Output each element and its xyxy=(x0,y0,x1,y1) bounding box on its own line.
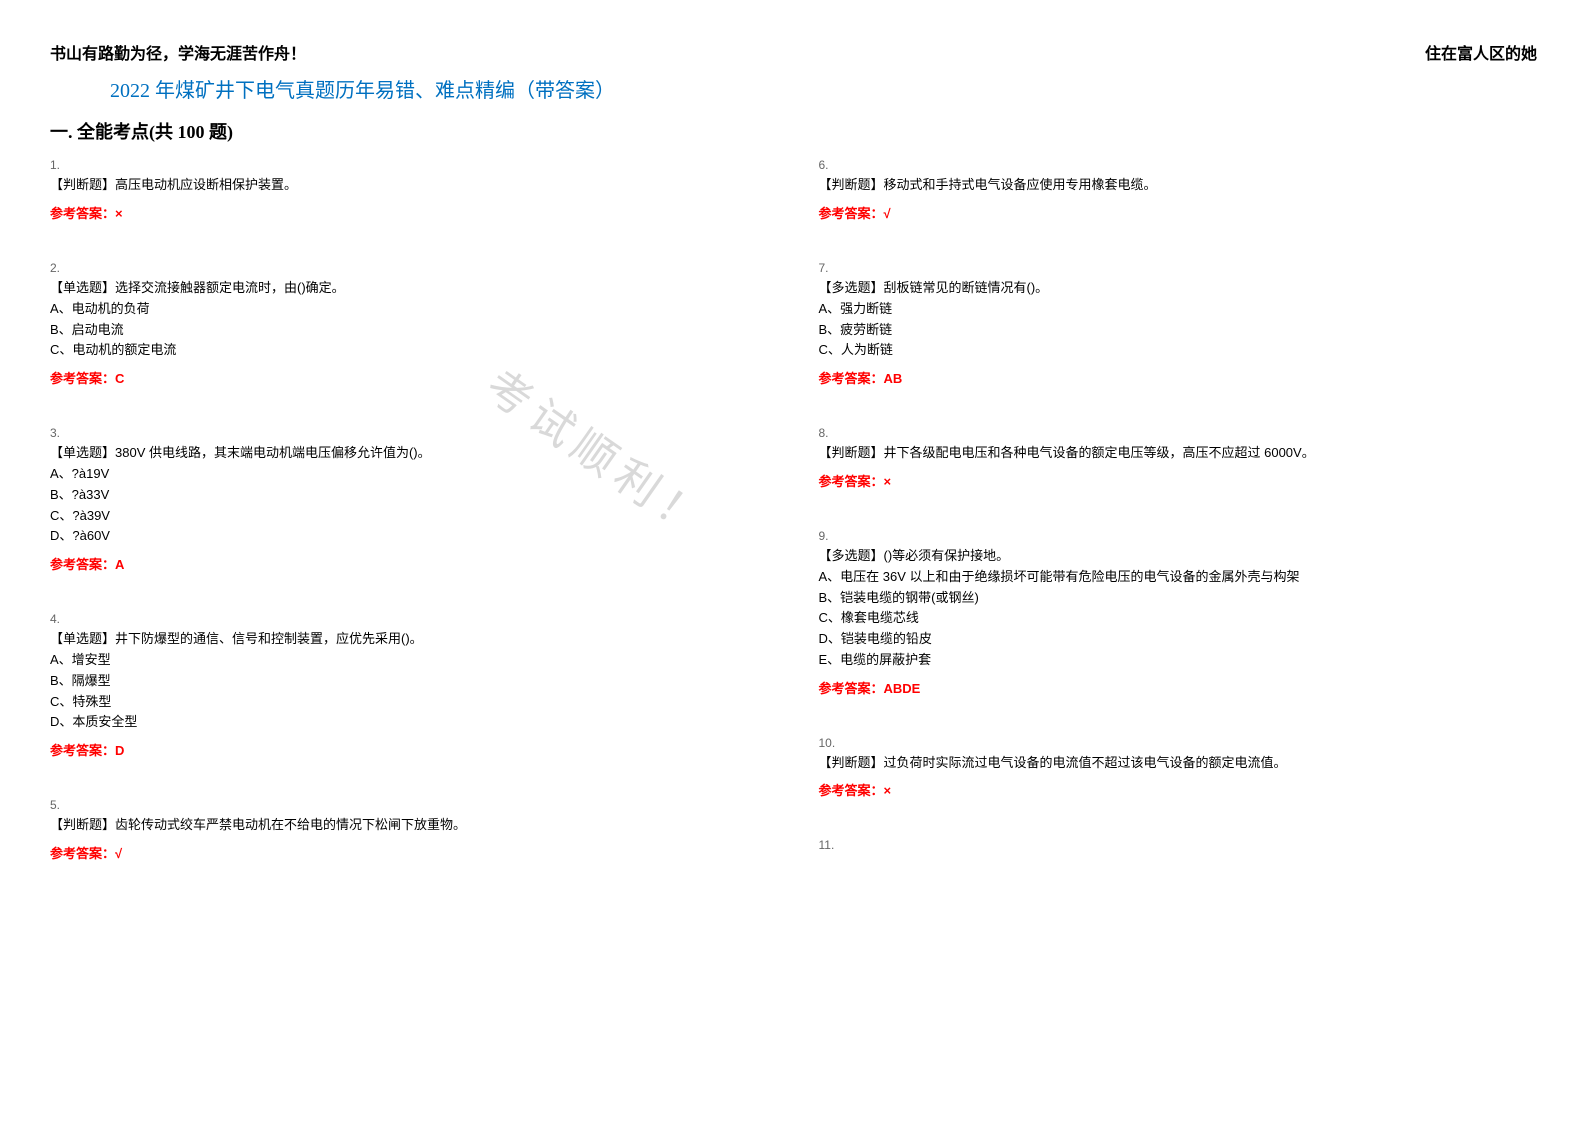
question-text: 【判断题】过负荷时实际流过电气设备的电流值不超过该电气设备的额定电流值。 xyxy=(819,753,1538,774)
question-number: 7. xyxy=(819,259,1538,278)
answer-value: AB xyxy=(884,371,903,386)
option-item: A、?à19V xyxy=(50,464,769,485)
question-block: 7. 【多选题】刮板链常见的断链情况有()。 A、强力断链 B、疲劳断链 C、人… xyxy=(819,259,1538,390)
option-item: C、人为断链 xyxy=(819,340,1538,361)
options-list: A、增安型 B、隔爆型 C、特殊型 D、本质安全型 xyxy=(50,650,769,733)
question-block: 11. xyxy=(819,836,1538,855)
option-item: B、隔爆型 xyxy=(50,671,769,692)
answer-label: 参考答案： xyxy=(819,206,884,221)
option-item: C、电动机的额定电流 xyxy=(50,340,769,361)
question-block: 4. 【单选题】井下防爆型的通信、信号和控制装置，应优先采用()。 A、增安型 … xyxy=(50,610,769,762)
question-number: 2. xyxy=(50,259,769,278)
question-text: 【单选题】选择交流接触器额定电流时，由()确定。 xyxy=(50,278,769,299)
question-number: 11. xyxy=(819,836,1538,855)
option-item: A、强力断链 xyxy=(819,299,1538,320)
option-item: A、增安型 xyxy=(50,650,769,671)
question-text: 【判断题】齿轮传动式绞车严禁电动机在不给电的情况下松闸下放重物。 xyxy=(50,815,769,836)
question-block: 8. 【判断题】井下各级配电电压和各种电气设备的额定电压等级，高压不应超过 60… xyxy=(819,424,1538,493)
content-columns: 1. 【判断题】高压电动机应设断相保护装置。 参考答案：× 2. 【单选题】选择… xyxy=(50,156,1537,865)
answer-value: C xyxy=(115,371,124,386)
question-text: 【单选题】井下防爆型的通信、信号和控制装置，应优先采用()。 xyxy=(50,629,769,650)
question-number: 8. xyxy=(819,424,1538,443)
option-item: C、?à39V xyxy=(50,506,769,527)
options-list: A、?à19V B、?à33V C、?à39V D、?à60V xyxy=(50,464,769,547)
option-item: D、?à60V xyxy=(50,526,769,547)
answer-line: 参考答案：× xyxy=(819,781,1538,802)
answer-label: 参考答案： xyxy=(50,743,115,758)
option-item: A、电压在 36V 以上和由于绝缘损坏可能带有危险电压的电气设备的金属外壳与构架 xyxy=(819,567,1538,588)
answer-value: D xyxy=(115,743,124,758)
option-item: B、铠装电缆的钢带(或钢丝) xyxy=(819,588,1538,609)
question-text: 【多选题】刮板链常见的断链情况有()。 xyxy=(819,278,1538,299)
question-block: 2. 【单选题】选择交流接触器额定电流时，由()确定。 A、电动机的负荷 B、启… xyxy=(50,259,769,390)
question-block: 5. 【判断题】齿轮传动式绞车严禁电动机在不给电的情况下松闸下放重物。 参考答案… xyxy=(50,796,769,865)
answer-label: 参考答案： xyxy=(50,371,115,386)
question-block: 9. 【多选题】()等必须有保护接地。 A、电压在 36V 以上和由于绝缘损坏可… xyxy=(819,527,1538,700)
question-number: 3. xyxy=(50,424,769,443)
question-text: 【多选题】()等必须有保护接地。 xyxy=(819,546,1538,567)
answer-line: 参考答案：C xyxy=(50,369,769,390)
answer-label: 参考答案： xyxy=(50,557,115,572)
question-text: 【判断题】高压电动机应设断相保护装置。 xyxy=(50,175,769,196)
document-title: 2022 年煤矿井下电气真题历年易错、难点精编（带答案） xyxy=(110,74,1537,103)
option-item: A、电动机的负荷 xyxy=(50,299,769,320)
question-block: 1. 【判断题】高压电动机应设断相保护装置。 参考答案：× xyxy=(50,156,769,225)
option-item: C、橡套电缆芯线 xyxy=(819,608,1538,629)
question-block: 10. 【判断题】过负荷时实际流过电气设备的电流值不超过该电气设备的额定电流值。… xyxy=(819,734,1538,803)
answer-line: 参考答案：D xyxy=(50,741,769,762)
options-list: A、电压在 36V 以上和由于绝缘损坏可能带有危险电压的电气设备的金属外壳与构架… xyxy=(819,567,1538,671)
question-number: 4. xyxy=(50,610,769,629)
option-item: B、?à33V xyxy=(50,485,769,506)
answer-line: 参考答案：× xyxy=(819,472,1538,493)
answer-value: √ xyxy=(884,206,891,221)
question-text: 【判断题】井下各级配电电压和各种电气设备的额定电压等级，高压不应超过 6000V… xyxy=(819,443,1538,464)
answer-value: A xyxy=(115,557,124,572)
options-list: A、强力断链 B、疲劳断链 C、人为断链 xyxy=(819,299,1538,361)
question-text: 【单选题】380V 供电线路，其末端电动机端电压偏移允许值为()。 xyxy=(50,443,769,464)
option-item: B、疲劳断链 xyxy=(819,320,1538,341)
answer-label: 参考答案： xyxy=(50,206,115,221)
question-text: 【判断题】移动式和手持式电气设备应使用专用橡套电缆。 xyxy=(819,175,1538,196)
section-heading: 一. 全能考点(共 100 题) xyxy=(50,118,1537,144)
question-number: 1. xyxy=(50,156,769,175)
answer-line: 参考答案：A xyxy=(50,555,769,576)
answer-label: 参考答案： xyxy=(50,846,115,861)
option-item: D、本质安全型 xyxy=(50,712,769,733)
page-container: 书山有路勤为径，学海无涯苦作舟！ 住在富人区的她 2022 年煤矿井下电气真题历… xyxy=(0,0,1587,905)
answer-label: 参考答案： xyxy=(819,783,884,798)
option-item: B、启动电流 xyxy=(50,320,769,341)
answer-line: 参考答案：ABDE xyxy=(819,679,1538,700)
header-row: 书山有路勤为径，学海无涯苦作舟！ 住在富人区的她 xyxy=(50,40,1537,64)
question-number: 10. xyxy=(819,734,1538,753)
header-right: 住在富人区的她 xyxy=(1425,40,1537,64)
option-item: E、电缆的屏蔽护套 xyxy=(819,650,1538,671)
question-block: 3. 【单选题】380V 供电线路，其末端电动机端电压偏移允许值为()。 A、?… xyxy=(50,424,769,576)
option-item: C、特殊型 xyxy=(50,692,769,713)
answer-label: 参考答案： xyxy=(819,681,884,696)
answer-value: × xyxy=(115,206,123,221)
options-list: A、电动机的负荷 B、启动电流 C、电动机的额定电流 xyxy=(50,299,769,361)
answer-value: ABDE xyxy=(884,681,921,696)
right-column: 6. 【判断题】移动式和手持式电气设备应使用专用橡套电缆。 参考答案：√ 7. … xyxy=(819,156,1538,865)
answer-value: × xyxy=(884,783,892,798)
question-number: 9. xyxy=(819,527,1538,546)
answer-line: 参考答案：√ xyxy=(50,844,769,865)
question-block: 6. 【判断题】移动式和手持式电气设备应使用专用橡套电缆。 参考答案：√ xyxy=(819,156,1538,225)
option-item: D、铠装电缆的铅皮 xyxy=(819,629,1538,650)
question-number: 5. xyxy=(50,796,769,815)
question-number: 6. xyxy=(819,156,1538,175)
answer-label: 参考答案： xyxy=(819,371,884,386)
answer-value: √ xyxy=(115,846,122,861)
header-left: 书山有路勤为径，学海无涯苦作舟！ xyxy=(50,40,306,64)
answer-value: × xyxy=(884,474,892,489)
answer-line: 参考答案：× xyxy=(50,204,769,225)
answer-label: 参考答案： xyxy=(819,474,884,489)
answer-line: 参考答案：AB xyxy=(819,369,1538,390)
left-column: 1. 【判断题】高压电动机应设断相保护装置。 参考答案：× 2. 【单选题】选择… xyxy=(50,156,769,865)
answer-line: 参考答案：√ xyxy=(819,204,1538,225)
